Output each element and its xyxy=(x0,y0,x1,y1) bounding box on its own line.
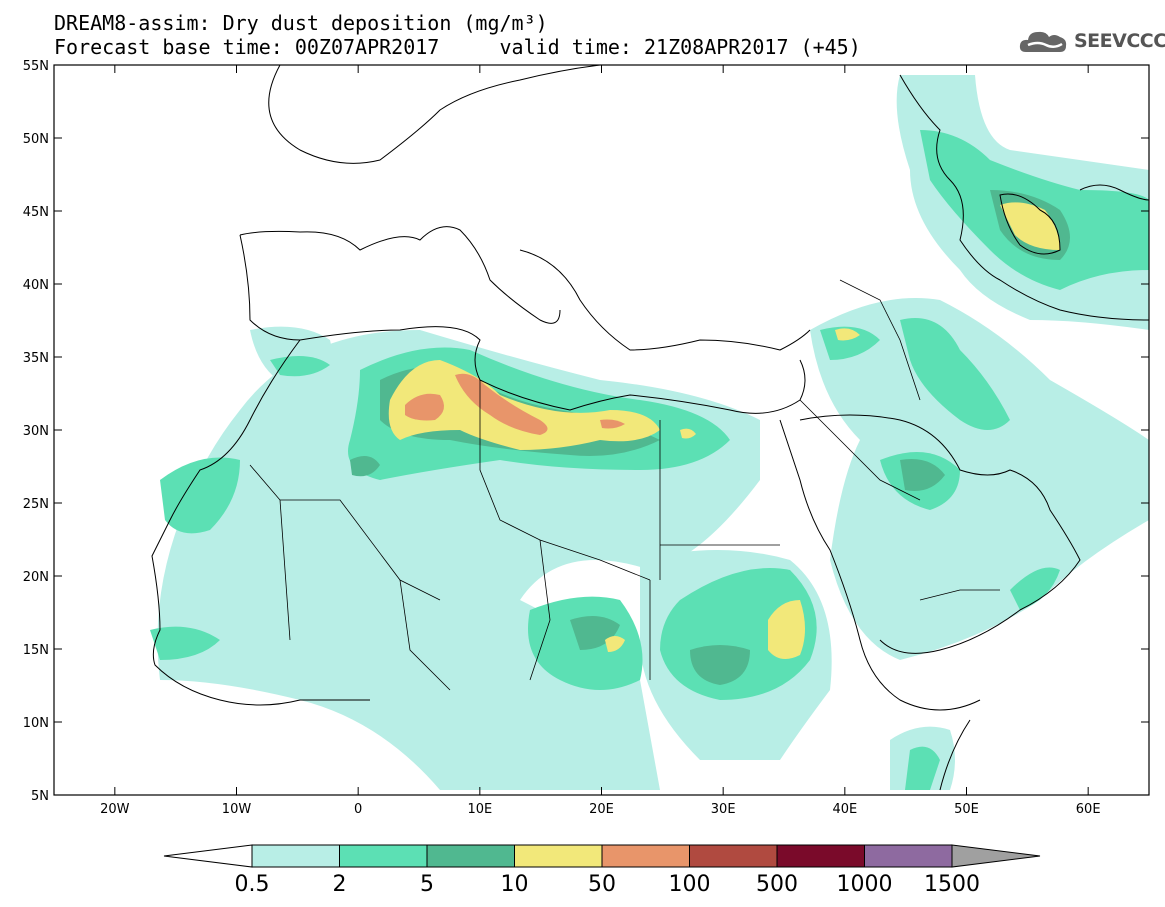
y-tick-label: 15N xyxy=(23,643,49,658)
x-tick-label: 10E xyxy=(467,802,492,817)
colorbar-label: 500 xyxy=(756,872,798,897)
colorbar-segment xyxy=(864,844,953,868)
y-tick-label: 55N xyxy=(23,59,49,74)
map-title: DREAM8-assim: Dry dust deposition (mg/m³… xyxy=(54,11,548,35)
x-tick-label: 10W xyxy=(222,802,252,817)
y-tick-label: 45N xyxy=(23,205,49,220)
colorbar-label: 10 xyxy=(501,872,529,897)
x-tick-label: 20W xyxy=(100,802,130,817)
y-tick-label: 10N xyxy=(23,716,49,731)
y-tick-label: 35N xyxy=(23,351,49,366)
x-tick-label: 40E xyxy=(832,802,857,817)
y-tick-label: 30N xyxy=(23,424,49,439)
seevccc-logo: SEEVCCC xyxy=(1018,26,1165,56)
x-tick-label: 50E xyxy=(954,802,979,817)
x-tick-label: 30E xyxy=(711,802,736,817)
forecast-time-subtitle: Forecast base time: 00Z07APR2017 valid t… xyxy=(54,35,861,59)
colorbar-label: 100 xyxy=(669,872,711,897)
colorbar-label: 1500 xyxy=(924,872,980,897)
dust-field xyxy=(150,75,1149,790)
x-tick-label: 60E xyxy=(1076,802,1101,817)
colorbar-segment xyxy=(776,844,865,868)
y-tick-label: 5N xyxy=(31,789,49,804)
borders xyxy=(249,279,1000,691)
cloud-icon xyxy=(1019,31,1067,52)
y-tick-label: 20N xyxy=(23,570,49,585)
colorbar-low-arrow xyxy=(163,844,253,868)
x-axis-ticks: 20W 10W 0 10E 20E 30E 40E 50E 60E xyxy=(100,65,1101,817)
x-tick-label: 20E xyxy=(589,802,614,817)
y-tick-label: 25N xyxy=(23,497,49,512)
colorbar-segment xyxy=(514,844,603,868)
y-axis-ticks: 55N 50N 45N 40N 35N 30N 25N 20N 15N 10N 5N xyxy=(23,59,1149,804)
logo-text: SEEVCCC xyxy=(1074,30,1165,52)
colorbar-label: 0.5 xyxy=(235,872,270,897)
colorbar-label: 50 xyxy=(588,872,616,897)
colorbar-label: 1000 xyxy=(837,872,893,897)
x-tick-label: 0 xyxy=(354,802,362,817)
colorbar-label: 5 xyxy=(420,872,434,897)
coastlines xyxy=(151,65,1149,791)
colorbar: 0.5 2 5 10 50 100 500 1000 1500 xyxy=(163,844,1041,897)
colorbar-label: 2 xyxy=(333,872,347,897)
y-tick-label: 40N xyxy=(23,278,49,293)
colorbar-segment xyxy=(251,844,340,868)
colorbar-segment xyxy=(601,844,690,868)
colorbar-high-arrow xyxy=(951,844,1041,868)
colorbar-segment xyxy=(689,844,778,868)
colorbar-segment xyxy=(339,844,428,868)
colorbar-segment xyxy=(426,844,515,868)
y-tick-label: 50N xyxy=(23,132,49,147)
